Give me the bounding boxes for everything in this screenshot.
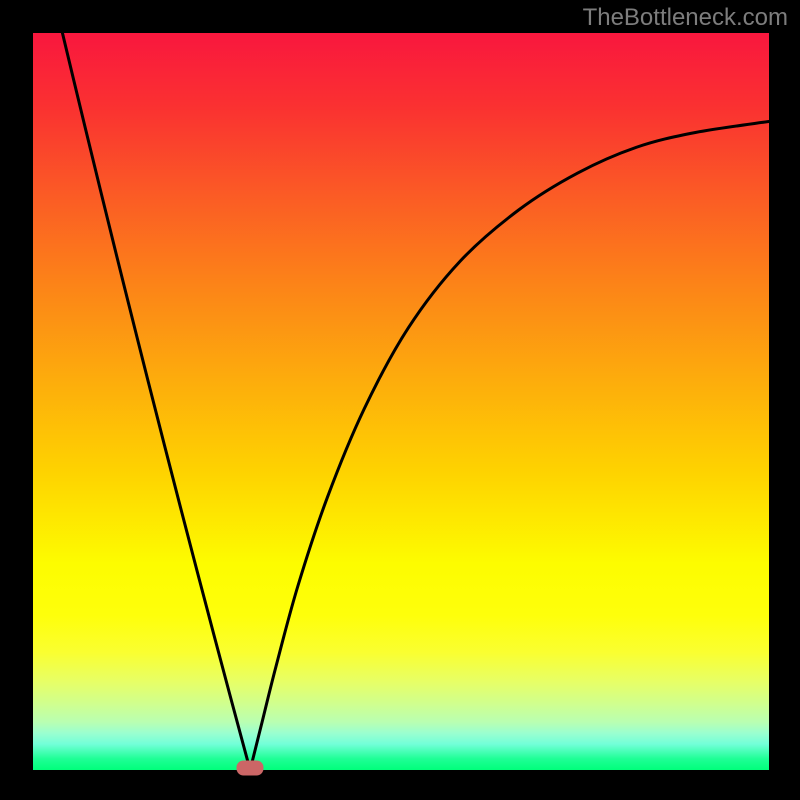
minimum-marker xyxy=(237,760,264,775)
chart-frame: TheBottleneck.com xyxy=(0,0,800,800)
gradient-background xyxy=(33,33,769,770)
watermark-text: TheBottleneck.com xyxy=(583,4,788,32)
plot-area xyxy=(33,33,769,770)
